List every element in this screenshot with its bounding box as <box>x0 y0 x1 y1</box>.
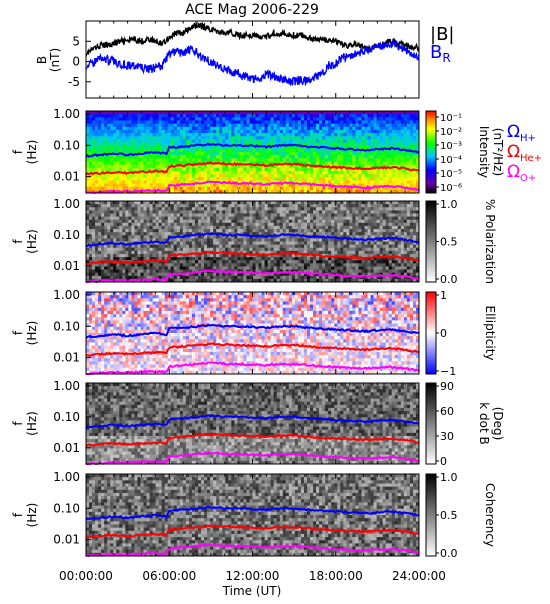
spectrogram-ytick-label: 0.01 <box>53 259 80 273</box>
colorbar-tick-label: 0 <box>440 455 447 468</box>
legend-omega-he: ΩHe+ <box>507 142 542 164</box>
spectrogram-panel-1: 1.00 0.10 0.01 f(Hz) 10⁻¹ 10⁻² 10⁻³ 10⁻⁴ 10⁻⁵ 10⁻… <box>11 107 505 194</box>
spectrogram-ytick-label: 1.00 <box>53 470 80 484</box>
colorbar-unit: (Deg) <box>491 407 505 441</box>
spectrogram-yunit: (Hz) <box>25 411 39 436</box>
colorbar-tick-label: 1.0 <box>440 471 458 484</box>
spectrogram-ytick-label: 0.01 <box>53 441 80 455</box>
spectrogram-ylabel: f <box>11 330 25 335</box>
colorbar <box>426 292 436 374</box>
x-tick-label-0: 00:00:00 <box>59 569 113 583</box>
colorbar <box>426 111 436 193</box>
spectrogram-panel-2: 1.00 0.10 0.01 f(Hz) 1.0 0.5 0.0 % Polarization <box>11 197 497 286</box>
figure-title: ACE Mag 2006-229 <box>185 2 319 18</box>
time-axis: 00:00:00 06:00:00 12:00:00 18:00:00 24:0… <box>59 569 446 598</box>
colorbar-label: Coherency <box>483 483 497 547</box>
spectrogram-ytick-label: 1.00 <box>53 107 80 121</box>
x-axis-label: Time (UT) <box>222 584 282 598</box>
bfield-ytick-label: 0 <box>72 55 80 69</box>
colorbar <box>426 383 436 464</box>
x-tick-label-3: 18:00:00 <box>309 569 363 583</box>
spectrogram-ylabel: f <box>11 239 25 244</box>
legend-omega-o: ΩO+ <box>507 162 536 184</box>
colorbar-tick-label: −1 <box>440 365 456 378</box>
spectrogram-yunit: (Hz) <box>25 140 39 165</box>
spectrogram-ytick-label: 1.00 <box>53 379 80 393</box>
colorbar-tick-label: 10⁻⁶ <box>440 183 462 194</box>
colorbar-tick-label: 10⁻³ <box>440 141 462 152</box>
spectrogram-ylabel: f <box>11 421 25 426</box>
spectrogram-panels: 1.000.100.01f(Hz)10⁻¹10⁻²10⁻³10⁻⁴10⁻⁵10⁻… <box>11 107 505 560</box>
colorbar-tick-label: 90 <box>440 380 454 393</box>
spectrogram-ylabel: f <box>11 512 25 517</box>
colorbar-tick-label: 10⁻⁴ <box>440 155 462 166</box>
gyrofrequency-legend: ΩH+ ΩHe+ ΩO+ <box>507 122 542 184</box>
colorbar-tick-label: 0.0 <box>440 547 458 560</box>
spectrogram-panel-4: 1.00 0.10 0.01 f(Hz) 90 60 30 0 k dot B(Deg) <box>11 379 505 468</box>
spectrogram-ytick-label: 0.10 <box>53 228 80 242</box>
legend-b-radial: BR <box>430 42 451 65</box>
bfield-ytick-label: -5 <box>68 75 80 89</box>
spectrogram-ytick-label: 0.10 <box>53 138 80 152</box>
spectrogram-cells <box>86 111 419 193</box>
spectrogram-cells <box>86 201 419 282</box>
spectrogram-ytick-label: 0.10 <box>53 410 80 424</box>
spectrogram-cells <box>86 383 419 464</box>
colorbar-tick-label: 1.0 <box>440 198 458 211</box>
spectrogram-yunit: (Hz) <box>25 321 39 346</box>
colorbar-label: Intensity <box>477 126 491 178</box>
colorbar-label: % Polarization <box>483 199 497 284</box>
spectrogram-yunit: (Hz) <box>25 229 39 254</box>
x-tick-label-2: 12:00:00 <box>226 569 280 583</box>
spectrogram-ytick-label: 0.01 <box>53 170 80 184</box>
legend-b-radial-sub: R <box>442 51 450 65</box>
spectrogram-ytick-label: 1.00 <box>53 197 80 211</box>
colorbar <box>426 474 436 556</box>
colorbar-tick-label: 60 <box>440 405 454 418</box>
colorbar-label: Ellipticity <box>483 306 497 361</box>
legend-omega-h: ΩH+ <box>507 122 536 144</box>
colorbar-tick-label: 30 <box>440 430 454 443</box>
spectrogram-yunit: (Hz) <box>25 503 39 528</box>
colorbar-tick-label: 10⁻⁵ <box>440 169 462 180</box>
spectrogram-ylabel: f <box>11 149 25 154</box>
spectrogram-ytick-label: 0.01 <box>53 533 80 547</box>
colorbar <box>426 201 436 282</box>
spectrogram-panel-5: 1.00 0.10 0.01 f(Hz) 1.0 0.5 0.0 Coherency <box>11 470 497 560</box>
spectrogram-panel-3: 1.00 0.10 0.01 f(Hz) 1 0 −1 Ellipticity <box>11 288 497 378</box>
bfield-ylabel: B <box>35 56 49 64</box>
colorbar-tick-label: 0 <box>440 327 447 340</box>
colorbar-tick-label: 1 <box>440 289 447 302</box>
colorbar-tick-label: 0.5 <box>440 236 458 249</box>
spectrogram-ytick-label: 0.01 <box>53 351 80 365</box>
colorbar-tick-label: 10⁻² <box>440 127 462 138</box>
x-tick-label-4: 24:00:00 <box>392 569 446 583</box>
spectrogram-cells <box>86 292 419 374</box>
bfield-yunit: (nT) <box>48 48 62 72</box>
bfield-ytick-label: 5 <box>72 34 80 48</box>
spectrogram-ytick-label: 0.10 <box>53 501 80 515</box>
spectrogram-ytick-label: 1.00 <box>53 288 80 302</box>
spectrogram-cells <box>86 474 419 556</box>
bfield-panel: 50-5 B (nT) |B| BR <box>35 21 454 98</box>
spectrogram-ytick-label: 0.10 <box>53 319 80 333</box>
colorbar-tick-label: 0.0 <box>440 273 458 286</box>
colorbar-tick-label: 0.5 <box>440 509 458 522</box>
colorbar-unit: (nT²/Hz) <box>491 128 505 176</box>
bfield-plot-frame <box>86 21 419 98</box>
x-tick-label-1: 06:00:00 <box>142 569 196 583</box>
colorbar-label: k dot B <box>477 402 491 444</box>
colorbar-tick-label: 10⁻¹ <box>440 113 462 124</box>
